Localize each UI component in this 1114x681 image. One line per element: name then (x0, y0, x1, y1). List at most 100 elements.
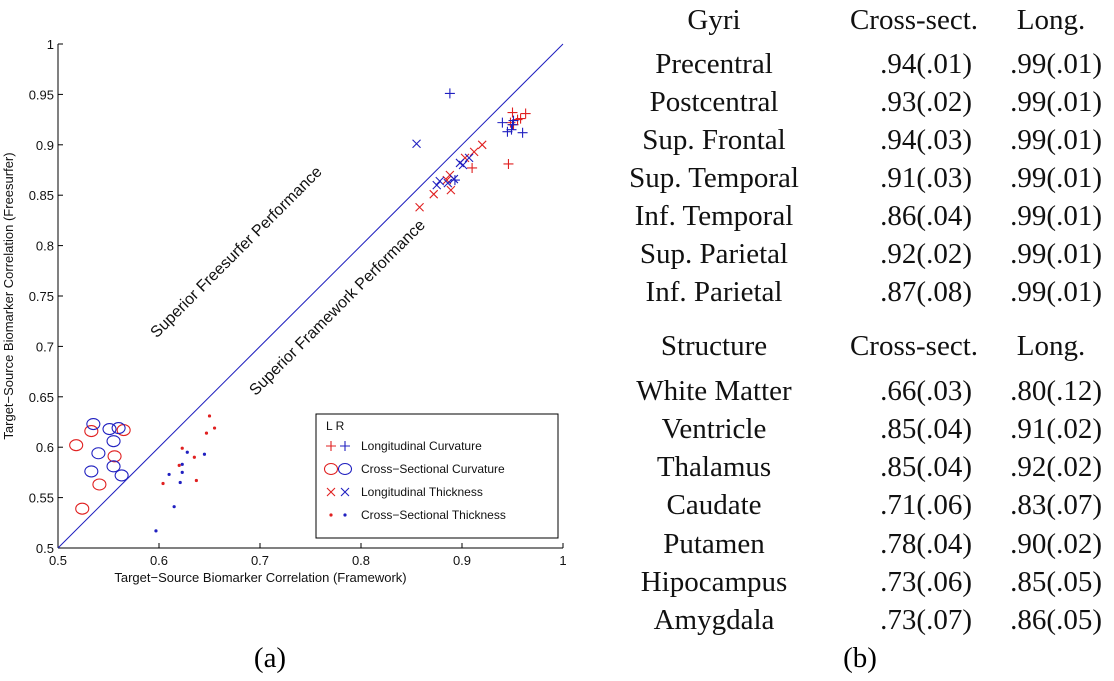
x-axis-label: Target−Source Biomarker Correlation (Fra… (114, 570, 406, 585)
data-point (92, 478, 107, 491)
data-point (435, 176, 445, 186)
cross-sectional-value: .93(.02) (880, 86, 972, 118)
data-point (212, 426, 217, 430)
data-point (204, 431, 209, 435)
region-name: Inf. Parietal (645, 276, 783, 308)
longitudinal-value: .99(.01) (1010, 48, 1102, 80)
data-point (469, 147, 479, 157)
data-point (91, 447, 106, 460)
data-point (202, 452, 207, 456)
legend-marker-left (323, 462, 339, 476)
data-point (194, 478, 198, 483)
y-tick-label: 0.5 (36, 541, 54, 556)
column-header: Long. (1016, 4, 1086, 36)
x-tick-label: 0.7 (251, 553, 269, 568)
data-point (180, 446, 184, 450)
data-point (106, 435, 121, 448)
y-tick-label: 0.55 (29, 491, 54, 506)
data-point (172, 505, 176, 509)
table-row: Sup. Temporal .91(.03) .99(.01) (600, 162, 1114, 200)
longitudinal-value: .99(.01) (1010, 124, 1102, 156)
region-name: Precentral (655, 48, 773, 80)
legend-marker-right (340, 487, 350, 497)
y-tick-label: 0.8 (36, 239, 54, 254)
data-point (503, 158, 514, 169)
freesurfer-region-label: Superior Freesurfer Performance (148, 163, 326, 341)
cross-sectional-value: .94(.03) (880, 124, 972, 156)
cross-sectional-value: .71(.06) (880, 489, 972, 521)
region-name: Inf. Temporal (634, 200, 794, 232)
legend: L R Longitudinal Curvature Cross−Sectional… (315, 413, 559, 539)
data-point (506, 124, 517, 135)
x-tick-label: 1 (559, 553, 566, 568)
y-tick-label: 0.6 (36, 440, 54, 455)
table-header-row: Structure Cross-sect. Long. (600, 330, 1114, 368)
data-point (114, 469, 129, 482)
cross-sectional-value: .66(.03) (880, 375, 972, 407)
table-row: Sup. Frontal .94(.03) .99(.01) (600, 124, 1114, 162)
data-point (502, 126, 513, 137)
panel-a-caption: (a) (253, 642, 287, 674)
data-point (207, 414, 212, 418)
data-point (185, 450, 189, 454)
data-point (106, 460, 121, 473)
region-name: Sup. Temporal (629, 162, 799, 194)
x-tick-label: 0.5 (49, 553, 67, 568)
region-name: Ventricle (661, 413, 767, 445)
data-point (442, 175, 452, 185)
legend-marker-right (337, 462, 353, 476)
x-tick-label: 0.8 (352, 553, 370, 568)
data-point (161, 481, 165, 486)
legend-entry-label: Longitudinal Curvature (361, 439, 482, 453)
y-tick-label: 0.65 (29, 390, 54, 405)
framework-region-label: Superior Framework Performance (246, 217, 428, 399)
column-header: Long. (1016, 330, 1086, 362)
data-point (107, 450, 122, 463)
data-point (69, 439, 84, 452)
data-point (446, 185, 456, 195)
column-header: Cross-sect. (849, 4, 979, 36)
data-point (507, 107, 518, 118)
table-row: Inf. Temporal .86(.04) .99(.01) (600, 200, 1114, 238)
longitudinal-value: .85(.05) (1010, 566, 1102, 598)
region-name: Postcentral (649, 86, 779, 118)
longitudinal-value: .99(.01) (1010, 162, 1102, 194)
cross-sectional-value: .86(.04) (880, 200, 972, 232)
cross-sectional-value: .94(.01) (880, 48, 972, 80)
data-point (102, 423, 117, 436)
y-axis-label: Target−Source Biomarker Correlation (Fre… (1, 152, 16, 439)
cross-sectional-value: .78(.04) (880, 528, 972, 560)
data-point (443, 178, 453, 188)
data-points (69, 88, 531, 533)
longitudinal-value: .99(.01) (1010, 86, 1102, 118)
data-point (497, 117, 508, 128)
table-row: Postcentral .93(.02) .99(.01) (600, 86, 1114, 124)
plot-axes: 0.5 0.6 0.7 0.8 0.9 1 0.5 0.55 0.6 0.65 0.7 0.75 0.8… (1, 37, 567, 585)
region-annotations: Superior Freesurfer PerformanceSuperior … (148, 163, 429, 399)
table-header-row: Gyri Cross-sect. Long. (600, 4, 1114, 42)
x-tick-label: 0.9 (453, 553, 471, 568)
data-point (180, 470, 184, 474)
region-name: Hipocampus (640, 566, 788, 598)
legend-entry-label: Longitudinal Thickness (361, 485, 483, 499)
data-point (477, 140, 487, 150)
table-row: Thalamus .85(.04) .92(.02) (600, 451, 1114, 489)
y-tick-label: 0.85 (29, 188, 54, 203)
correlation-table: Gyri Cross-sect. Long. Precentral .94(.01) .9… (600, 0, 1114, 681)
panel-b-caption: (b) (843, 642, 877, 674)
data-point (464, 153, 474, 163)
legend-marker-right (343, 513, 347, 517)
cross-sectional-value: .92(.02) (880, 238, 972, 270)
column-header: Structure (660, 330, 768, 362)
region-name: Caudate (666, 489, 762, 521)
region-name: Putamen (663, 528, 765, 560)
data-point (520, 108, 531, 119)
region-name: Amygdala (653, 604, 775, 636)
region-name: Sup. Parietal (639, 238, 789, 270)
data-point (86, 417, 101, 431)
cross-sectional-value: .85(.04) (880, 451, 972, 483)
data-point (517, 127, 528, 138)
diagonal-reference-line (57, 43, 564, 549)
y-tick-label: 1 (47, 37, 54, 52)
longitudinal-value: .80(.12) (1010, 375, 1102, 407)
